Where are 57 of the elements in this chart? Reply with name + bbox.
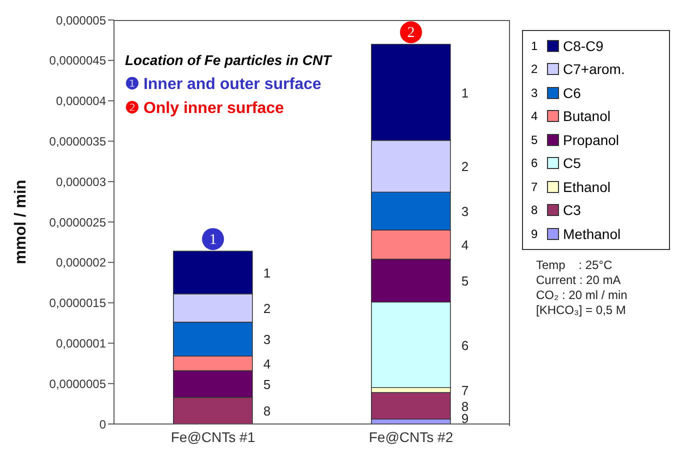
annotation: 4 (263, 356, 271, 372)
x-tick-label: Fe@CNTs #1 (170, 428, 256, 445)
y-axis-title: mmol / min (12, 180, 30, 264)
y-tick-label: 0,000002 (56, 256, 106, 270)
annotation: 1 (209, 232, 217, 248)
annotation: 6 (461, 338, 469, 353)
annotation: 3 (461, 204, 469, 220)
annotation: ❶ Inner and outer surface (125, 75, 322, 94)
annotation: 7 (461, 383, 469, 398)
text: [KHCO₃] = 0,5 M (536, 303, 627, 318)
y-tick-label: 0,000003 (56, 174, 106, 189)
legend-label: Propanol (563, 132, 620, 148)
text: 6 (531, 156, 539, 170)
annotation: 5 (263, 377, 271, 392)
text: Temp : 25°C (536, 258, 614, 273)
y-tick-label: 0,0000045 (49, 54, 106, 68)
annotation: ❷ Only inner surface (125, 99, 285, 118)
y-tick-label: 0 (99, 417, 106, 432)
y-tick-label: 0,0000005 (49, 376, 106, 391)
text: 5 (531, 132, 539, 147)
text: 7 (531, 180, 539, 194)
annotation: 2 (407, 25, 415, 42)
annotation: 2 (263, 301, 271, 316)
annotation: 3 (263, 332, 271, 348)
annotation: 5 (461, 274, 469, 289)
y-tick-label: 0,000005 (56, 13, 106, 28)
text: 2 (531, 62, 539, 76)
annotation: 9 (461, 411, 469, 426)
annotation: 1 (461, 85, 469, 100)
text: 9 (531, 226, 539, 241)
y-tick-label: 0,000004 (56, 94, 106, 108)
legend-label: Ethanol (563, 178, 610, 195)
bar (371, 392, 451, 420)
text: 3 (531, 86, 539, 100)
annotation: Location of Fe particles in CNT (125, 52, 332, 68)
text: 1 (531, 38, 539, 53)
y-tick-label: 0,000001 (56, 336, 106, 350)
y-tick-label: 0,0000035 (49, 134, 106, 148)
annotation: 8 (263, 404, 271, 419)
text: CO₂ : 20 ml / min (536, 288, 628, 303)
legend-label: C3 (563, 202, 581, 218)
legend-label: C6 (563, 84, 581, 101)
legend-label: C7+arom. (563, 61, 625, 78)
annotation: 8 (461, 398, 469, 414)
text: 4 (531, 109, 539, 124)
annotation: 2 (461, 159, 469, 174)
legend-label: Butanol (563, 108, 610, 124)
annotation: 4 (461, 238, 469, 253)
x-tick-label: Fe@CNTs #2 (368, 428, 454, 445)
legend-label: Methanol (563, 226, 621, 242)
y-tick-label: 0,0000015 (49, 296, 106, 310)
text: 8 (531, 203, 539, 218)
legend-label: C8-C9 (563, 38, 604, 54)
text: Current : 20 mA (536, 273, 622, 288)
legend-label: C5 (563, 155, 581, 172)
annotation: 1 (263, 266, 271, 280)
y-tick-label: 0,0000025 (49, 215, 106, 230)
